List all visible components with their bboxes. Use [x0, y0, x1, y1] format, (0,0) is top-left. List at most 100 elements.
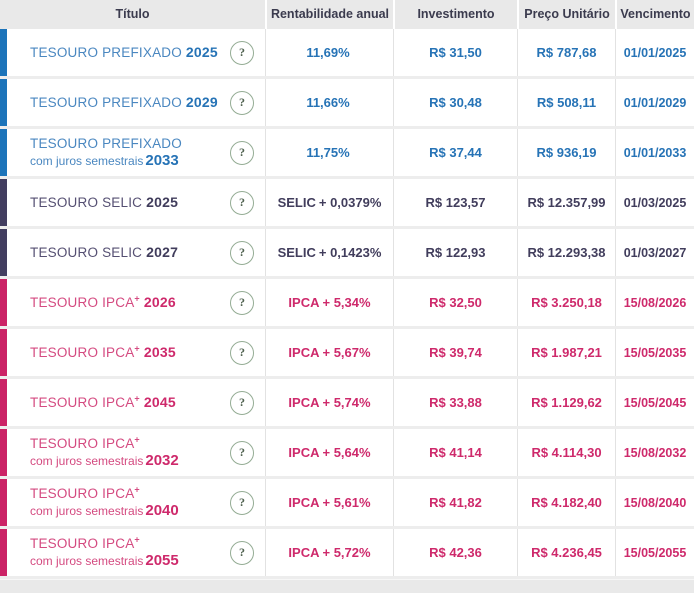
- table-row[interactable]: TESOURO PREFIXADO com juros semestrais 20…: [0, 129, 694, 179]
- bond-title-line1: TESOURO IPCA+: [30, 484, 140, 502]
- help-icon[interactable]: ?: [230, 440, 254, 465]
- unit-price-cell: R$ 4.182,40: [517, 479, 615, 526]
- unit-price-cell: R$ 1.129,62: [517, 379, 615, 426]
- help-icon[interactable]: ?: [230, 340, 254, 365]
- annual-yield-cell: IPCA + 5,61%: [265, 479, 393, 526]
- bond-title-cell: TESOURO SELIC 2027 ?: [0, 229, 265, 276]
- question-mark-glyph: ?: [239, 545, 245, 559]
- bond-title-cell: TESOURO PREFIXADO com juros semestrais 20…: [0, 129, 265, 176]
- column-header-investimento: Investimento mínimo: [393, 0, 517, 50]
- unit-price-cell: R$ 936,19: [517, 129, 615, 176]
- maturity-cell: 15/05/2055: [615, 529, 694, 576]
- min-investment-cell: R$ 41,82: [393, 479, 517, 526]
- table-row[interactable]: TESOURO IPCA+ com juros semestrais 2032 ?…: [0, 429, 694, 479]
- table-body: TESOURO PREFIXADO 2025 ? 11,69% R$ 31,50 …: [0, 29, 694, 579]
- maturity-cell: 01/01/2025: [615, 29, 694, 76]
- table-row[interactable]: TESOURO SELIC 2027 ? SELIC + 0,1423% R$ 12…: [0, 229, 694, 279]
- bond-title: TESOURO IPCA+ 2045: [30, 394, 176, 411]
- unit-price-cell: R$ 4.236,45: [517, 529, 615, 576]
- maturity-cell: 01/03/2027: [615, 229, 694, 276]
- table-footer: [0, 579, 694, 593]
- annual-yield-cell: IPCA + 5,64%: [265, 429, 393, 476]
- plus-superscript: +: [134, 434, 140, 445]
- bond-year: 2055: [145, 551, 179, 569]
- question-mark-glyph: ?: [239, 395, 245, 409]
- unit-price-cell: R$ 3.250,18: [517, 279, 615, 326]
- table-row[interactable]: TESOURO IPCA+ 2026 ? IPCA + 5,34% R$ 32,50…: [0, 279, 694, 329]
- min-investment-cell: R$ 123,57: [393, 179, 517, 226]
- annual-yield-cell: IPCA + 5,34%: [265, 279, 393, 326]
- bond-color-bar: [0, 479, 7, 526]
- help-icon[interactable]: ?: [230, 40, 254, 65]
- table-row[interactable]: TESOURO IPCA+ com juros semestrais 2040 ?…: [0, 479, 694, 529]
- bond-year: 2035: [143, 344, 176, 361]
- table-row[interactable]: TESOURO IPCA+ com juros semestrais 2055 ?…: [0, 529, 694, 579]
- min-investment-cell: R$ 122,93: [393, 229, 517, 276]
- table-row[interactable]: TESOURO IPCA+ 2035 ? IPCA + 5,67% R$ 39,74…: [0, 329, 694, 379]
- table-row[interactable]: TESOURO PREFIXADO 2029 ? 11,66% R$ 30,48 …: [0, 79, 694, 129]
- bond-title: TESOURO IPCA+ com juros semestrais 2032: [30, 434, 179, 469]
- maturity-cell: 15/08/2040: [615, 479, 694, 526]
- table-row[interactable]: TESOURO IPCA+ 2045 ? IPCA + 5,74% R$ 33,88…: [0, 379, 694, 429]
- bond-title-cell: TESOURO IPCA+ 2045 ?: [0, 379, 265, 426]
- bond-color-bar: [0, 529, 7, 576]
- bond-year: 2029: [185, 94, 218, 111]
- bond-year: 2025: [146, 194, 179, 211]
- bond-color-bar: [0, 29, 7, 76]
- bond-title-line2: com juros semestrais 2055: [30, 551, 179, 569]
- help-icon[interactable]: ?: [230, 90, 254, 115]
- table-row[interactable]: TESOURO SELIC 2025 ? SELIC + 0,0379% R$ 12…: [0, 179, 694, 229]
- bond-title-cell: TESOURO IPCA+ com juros semestrais 2032 ?: [0, 429, 265, 476]
- help-icon[interactable]: ?: [230, 140, 254, 165]
- bond-title: TESOURO IPCA+ com juros semestrais 2040: [30, 484, 179, 519]
- bond-title-line1: TESOURO SELIC 2025: [30, 194, 179, 211]
- bond-title-cell: TESOURO IPCA+ com juros semestrais 2055 ?: [0, 529, 265, 576]
- bond-title-line1: TESOURO PREFIXADO 2029: [30, 94, 218, 111]
- plus-superscript: +: [134, 293, 140, 304]
- unit-price-cell: R$ 508,11: [517, 79, 615, 126]
- help-icon[interactable]: ?: [230, 240, 254, 265]
- min-investment-cell: R$ 32,50: [393, 279, 517, 326]
- bond-year: 2045: [143, 394, 176, 411]
- help-icon[interactable]: ?: [230, 290, 254, 315]
- help-icon[interactable]: ?: [230, 190, 254, 215]
- bond-title: TESOURO PREFIXADO 2025: [30, 44, 218, 61]
- unit-price-cell: R$ 12.357,99: [517, 179, 615, 226]
- question-mark-glyph: ?: [239, 495, 245, 509]
- min-investment-cell: R$ 37,44: [393, 129, 517, 176]
- help-icon[interactable]: ?: [230, 540, 254, 565]
- bond-year: 2027: [146, 244, 179, 261]
- unit-price-cell: R$ 12.293,38: [517, 229, 615, 276]
- bond-color-bar: [0, 329, 7, 376]
- bond-year: 2033: [145, 151, 179, 169]
- column-header-vencimento: Vencimento: [615, 0, 694, 29]
- bond-title-line1: TESOURO IPCA+ 2026: [30, 293, 176, 311]
- bond-title-line2: com juros semestrais 2032: [30, 451, 179, 469]
- table-row[interactable]: TESOURO PREFIXADO 2025 ? 11,69% R$ 31,50 …: [0, 29, 694, 79]
- bond-year: 2025: [185, 44, 218, 61]
- annual-yield-cell: IPCA + 5,72%: [265, 529, 393, 576]
- unit-price-cell: R$ 4.114,30: [517, 429, 615, 476]
- bond-title: TESOURO PREFIXADO com juros semestrais 20…: [30, 136, 182, 169]
- bond-color-bar: [0, 229, 7, 276]
- column-header-rentabilidade: Rentabilidade anual: [265, 0, 393, 29]
- bond-title-line1: TESOURO IPCA+ 2035: [30, 343, 176, 361]
- bond-title: TESOURO PREFIXADO 2029: [30, 94, 218, 111]
- annual-yield-cell: 11,69%: [265, 29, 393, 76]
- min-investment-cell: R$ 39,74: [393, 329, 517, 376]
- annual-yield-cell: SELIC + 0,0379%: [265, 179, 393, 226]
- bond-title: TESOURO IPCA+ 2026: [30, 294, 176, 311]
- help-icon[interactable]: ?: [230, 490, 254, 515]
- help-icon[interactable]: ?: [230, 390, 254, 415]
- question-mark-glyph: ?: [239, 345, 245, 359]
- plus-superscript: +: [134, 343, 140, 354]
- min-investment-cell: R$ 42,36: [393, 529, 517, 576]
- bond-year: 2040: [145, 501, 179, 519]
- bond-title: TESOURO IPCA+ 2035: [30, 344, 176, 361]
- bond-color-bar: [0, 129, 7, 176]
- bond-color-bar: [0, 79, 7, 126]
- bond-title-line1: TESOURO PREFIXADO: [30, 136, 182, 152]
- bond-title-line1: TESOURO PREFIXADO 2025: [30, 44, 218, 61]
- bond-title-line1: TESOURO SELIC 2027: [30, 244, 179, 261]
